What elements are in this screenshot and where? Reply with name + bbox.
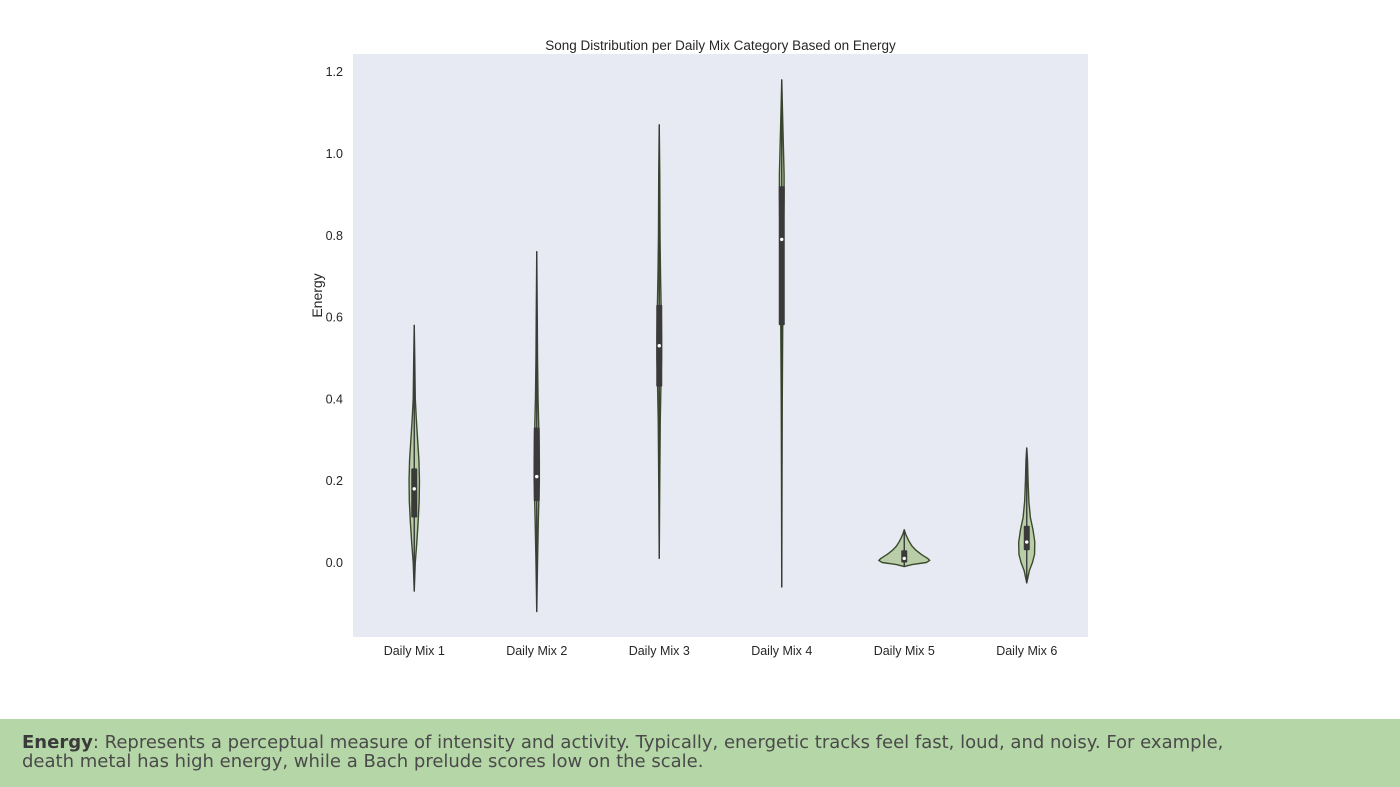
x-axis-ticks: Daily Mix 1 Daily Mix 2 Daily Mix 3 Daily M… (384, 644, 1058, 658)
caption-term: Energy (22, 732, 93, 753)
violin-2 (533, 250, 541, 613)
x-tick-label: Daily Mix 6 (996, 644, 1057, 658)
x-tick-label: Daily Mix 2 (506, 644, 567, 658)
plot-area (353, 54, 1088, 637)
y-tick-label: 0.8 (326, 229, 343, 243)
violin-median-point (902, 556, 906, 561)
violin-6 (1017, 447, 1036, 584)
y-tick-label: 0.6 (326, 311, 343, 325)
violin-5 (878, 529, 931, 568)
y-tick-label: 0.4 (326, 392, 343, 406)
violin-median-point (657, 344, 661, 348)
violin-median-point (780, 237, 784, 242)
violin-median-point (1025, 540, 1029, 544)
x-tick-label: Daily Mix 1 (384, 644, 445, 658)
violin-median-point (535, 474, 539, 479)
violin-1 (408, 324, 421, 592)
violin-iqr-box (778, 186, 785, 326)
violin-iqr-box (901, 550, 908, 563)
y-axis-title: Energy (309, 273, 325, 317)
violins (408, 79, 1036, 613)
violin-median-point (412, 487, 416, 491)
violin-iqr-box (1023, 525, 1030, 551)
caption-bar: Energy: Represents a perceptual measure … (0, 719, 1400, 787)
y-axis-ticks: 0.0 0.2 0.4 0.6 0.8 1.0 1.2 (326, 65, 343, 570)
y-tick-label: 1.2 (326, 65, 343, 79)
violin-iqr-box (533, 427, 540, 502)
y-tick-label: 1.0 (326, 147, 343, 161)
y-tick-label: 0.0 (326, 556, 343, 570)
x-tick-label: Daily Mix 3 (629, 644, 690, 658)
caption-text: : Represents a perceptual measure of int… (22, 732, 1224, 772)
x-tick-label: Daily Mix 5 (874, 644, 935, 658)
y-tick-label: 0.2 (326, 474, 343, 488)
chart-title: Song Distribution per Daily Mix Category… (545, 38, 896, 53)
violin-iqr-box (411, 468, 418, 518)
x-tick-label: Daily Mix 4 (751, 644, 812, 658)
violin-chart: Song Distribution per Daily Mix Category… (309, 38, 1088, 658)
violin-3 (656, 124, 663, 560)
violin-4 (778, 79, 785, 588)
